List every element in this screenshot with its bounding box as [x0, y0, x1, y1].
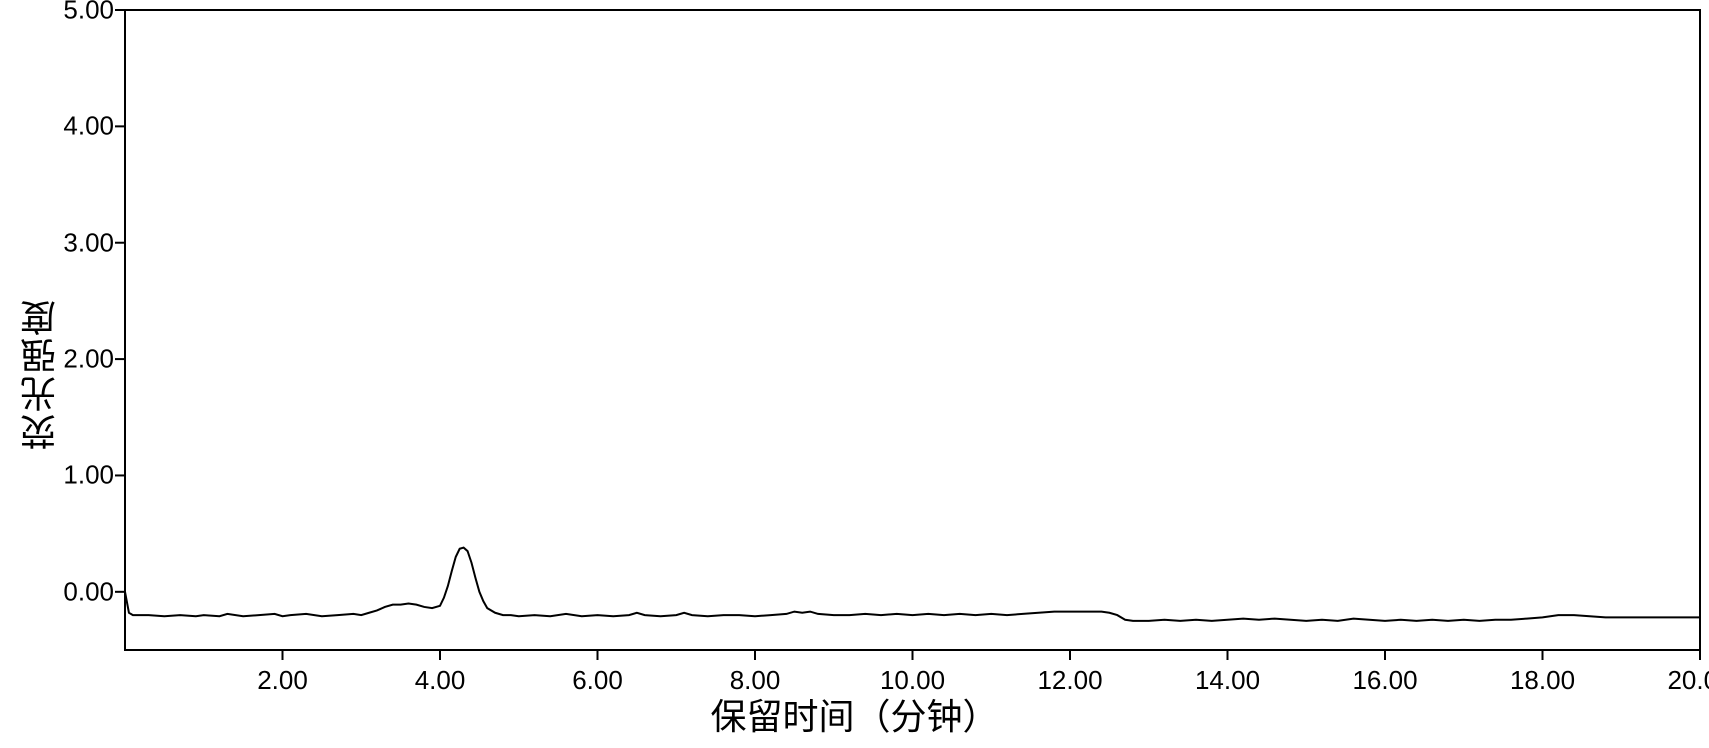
chromatogram-chart: 荧光强度 保留时间（分钟） 0.001.002.003.004.005.002.… — [0, 0, 1709, 748]
x-tick-label: 8.00 — [730, 665, 781, 696]
x-tick-label: 20.00 — [1667, 665, 1709, 696]
y-tick-label: 0.00 — [63, 576, 114, 607]
y-tick-label: 2.00 — [63, 344, 114, 375]
x-tick-label: 6.00 — [572, 665, 623, 696]
y-tick-label: 5.00 — [63, 0, 114, 26]
x-tick-label: 2.00 — [257, 665, 308, 696]
x-tick-label: 4.00 — [415, 665, 466, 696]
y-tick-label: 3.00 — [63, 227, 114, 258]
y-tick-label: 1.00 — [63, 460, 114, 491]
x-tick-label: 10.00 — [880, 665, 945, 696]
y-tick-label: 4.00 — [63, 111, 114, 142]
x-tick-label: 12.00 — [1037, 665, 1102, 696]
x-tick-label: 14.00 — [1195, 665, 1260, 696]
plot-area — [0, 0, 1709, 748]
x-tick-label: 16.00 — [1352, 665, 1417, 696]
x-tick-label: 18.00 — [1510, 665, 1575, 696]
